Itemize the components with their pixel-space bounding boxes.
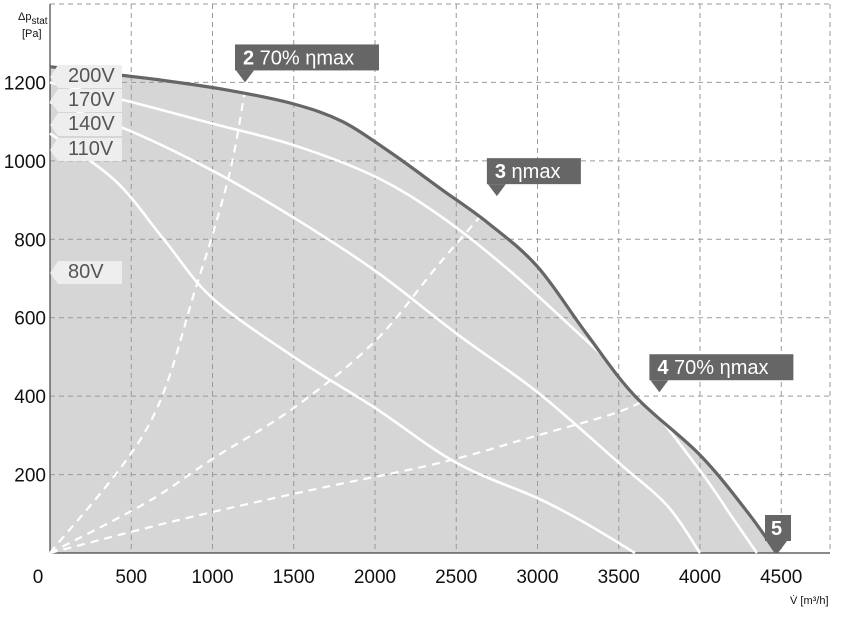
voltage-label-200v: 200V xyxy=(50,65,122,88)
label-bg xyxy=(58,89,122,112)
label-bg xyxy=(58,113,122,136)
marker-caption: 70% ηmax xyxy=(669,357,769,379)
marker-caption: ηmax xyxy=(506,161,560,183)
curve-110v xyxy=(49,132,636,555)
x-tick-label: 4500 xyxy=(760,567,802,588)
voltage-label-170v: 170V xyxy=(50,89,122,112)
marker-label: 4 70% ηmax xyxy=(657,357,768,379)
y-tick-label: 800 xyxy=(14,230,46,251)
y-axis-label-sub: stat xyxy=(31,16,47,27)
tick-labels: 200 400 600 800 1000 1200 500 1000 1500 2000 2500 3… xyxy=(4,73,803,588)
marker-pointer xyxy=(236,70,254,83)
label-pointer xyxy=(50,138,58,161)
y-tick-label: 600 xyxy=(14,309,46,330)
label-text: 140V xyxy=(68,113,115,135)
label-text: 110V xyxy=(68,138,114,160)
marker-2: 2 70% ηmax xyxy=(235,44,379,83)
marker-box xyxy=(486,158,581,185)
operating-region-fill xyxy=(50,66,777,553)
efficiency-markers: 2 70% ηmax 3 ηmax 4 70% ηmax 5 xyxy=(235,44,794,553)
marker-pointer xyxy=(650,380,669,393)
y-axis-label-unit: [Pa] xyxy=(22,28,42,40)
label-bg xyxy=(58,138,122,161)
marker-caption: 70% ηmax xyxy=(254,47,354,69)
label-bg xyxy=(58,261,122,284)
grid xyxy=(50,3,831,553)
label-pointer xyxy=(50,89,58,112)
label-pointer xyxy=(50,113,58,136)
x-tick-label: 1500 xyxy=(273,567,315,588)
y-tick-label: 1200 xyxy=(4,73,46,94)
y-axis-label-symbol: Δpstat xyxy=(18,11,48,27)
efficiency-lines xyxy=(49,90,660,555)
x-tick-label: 1000 xyxy=(191,567,233,588)
voltage-label-80v: 80V xyxy=(50,261,122,284)
efficiency-line xyxy=(49,187,506,554)
marker-box xyxy=(765,515,791,541)
marker-number: 4 xyxy=(657,357,669,379)
operating-region xyxy=(50,66,777,553)
label-pointer xyxy=(50,65,58,88)
efficiency-line xyxy=(49,391,660,555)
label-bg xyxy=(58,65,122,88)
voltage-label-110v: 110V xyxy=(50,138,122,161)
marker-number: 3 xyxy=(495,161,506,183)
voltage-label-140v: 140V xyxy=(50,113,122,136)
x-tick-label: 4000 xyxy=(679,567,721,588)
marker-label: 3 ηmax xyxy=(495,161,561,183)
marker-box xyxy=(649,354,794,381)
marker-3: 3 ηmax xyxy=(486,158,581,197)
marker-4: 4 70% ηmax xyxy=(649,354,794,393)
curve-200v xyxy=(49,65,778,554)
y-tick-label: 200 xyxy=(14,466,46,487)
x-tick-label: 2500 xyxy=(435,567,477,588)
label-pointer xyxy=(50,261,58,284)
marker-label: 2 70% ηmax xyxy=(243,47,354,69)
voltage-curves xyxy=(49,65,778,555)
label-text: 80V xyxy=(68,261,104,283)
y-tick-label: 400 xyxy=(14,387,46,408)
label-text: 170V xyxy=(68,89,115,111)
marker-number: 5 xyxy=(771,518,782,540)
x-tick-label: 3000 xyxy=(516,567,558,588)
x-axis-label: V̇ [m³/h] xyxy=(790,594,829,607)
x-tick-label: 3500 xyxy=(598,567,640,588)
x-tick-label: 2000 xyxy=(354,567,396,588)
x-tick-label: 500 xyxy=(115,567,147,588)
y-tick-label: 1000 xyxy=(4,152,46,173)
marker-label: 5 xyxy=(771,518,782,540)
label-text: 200V xyxy=(68,65,115,87)
marker-box xyxy=(235,44,379,71)
x-origin-label: 0 xyxy=(33,567,44,588)
curve-140v xyxy=(49,100,702,554)
curve-170v xyxy=(49,81,758,554)
marker-number: 2 xyxy=(243,47,254,69)
marker-5: 5 xyxy=(765,515,791,553)
marker-pointer xyxy=(487,184,506,197)
marker-pointer xyxy=(769,541,787,553)
